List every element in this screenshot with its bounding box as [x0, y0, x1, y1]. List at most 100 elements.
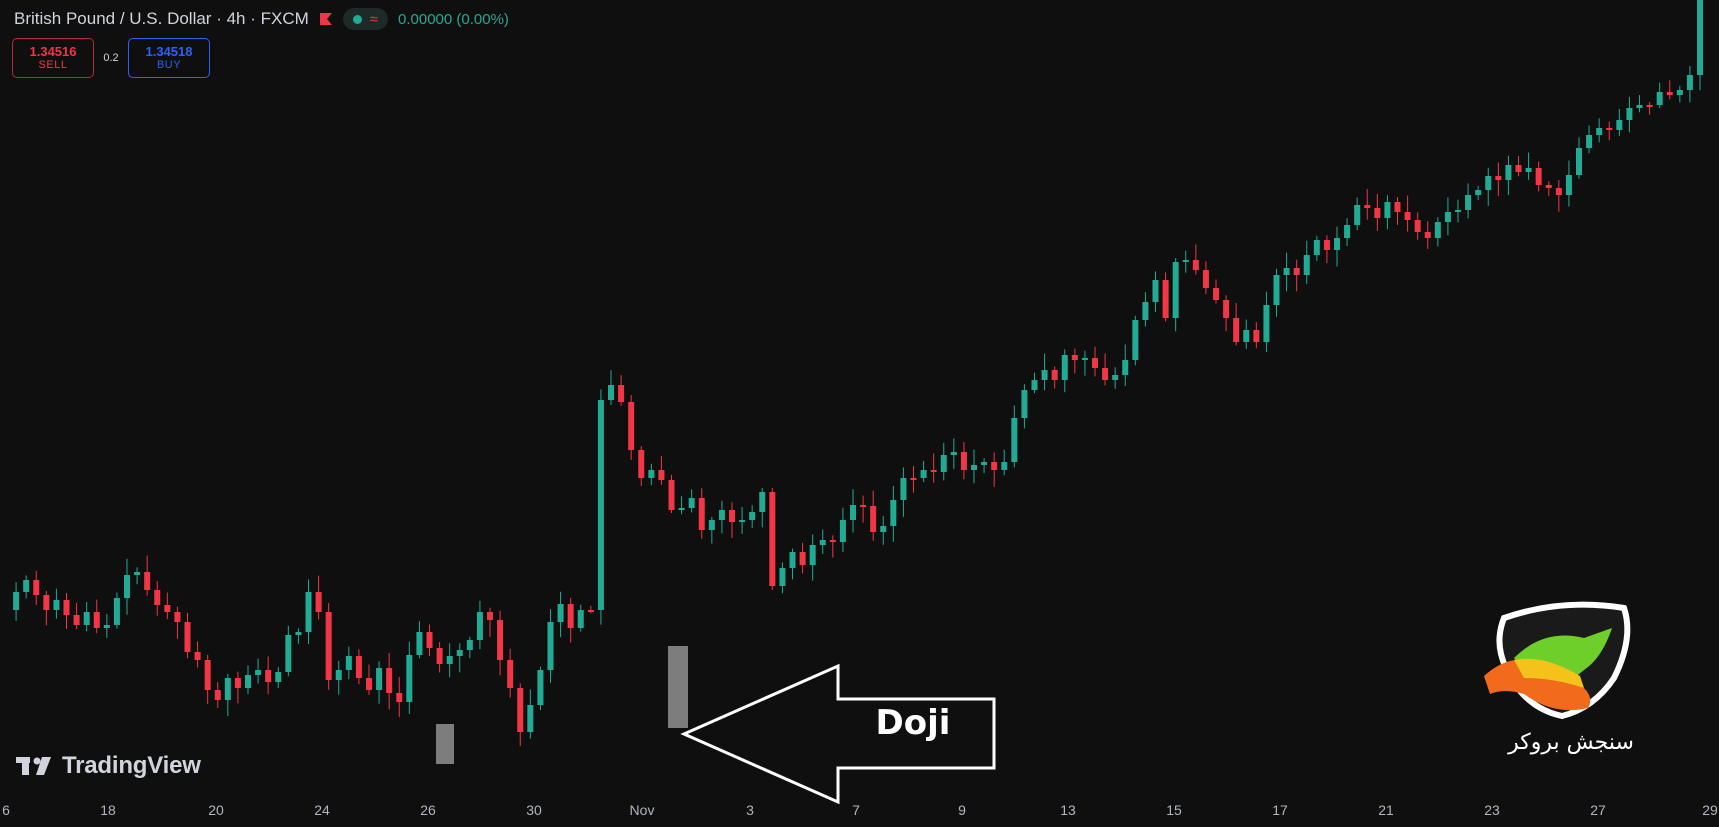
candle-body[interactable] — [456, 650, 463, 656]
candle-body[interactable] — [950, 452, 957, 455]
candle-body[interactable] — [466, 640, 473, 650]
candle-body[interactable] — [1394, 202, 1401, 212]
candle-body[interactable] — [1505, 165, 1512, 180]
market-status-pill[interactable]: ≈ — [342, 8, 388, 30]
candle-body[interactable] — [739, 520, 746, 522]
candle-body[interactable] — [1202, 270, 1209, 288]
candle-body[interactable] — [154, 590, 161, 605]
candle-body[interactable] — [1192, 260, 1199, 270]
candle-body[interactable] — [1162, 280, 1169, 318]
candle-body[interactable] — [1686, 75, 1693, 90]
candle-body[interactable] — [1545, 185, 1552, 188]
candle-body[interactable] — [1051, 370, 1058, 380]
candle-body[interactable] — [1102, 368, 1109, 380]
candle-body[interactable] — [245, 675, 251, 688]
candle-body[interactable] — [325, 612, 332, 680]
candle-body[interactable] — [971, 465, 977, 470]
candle-body[interactable] — [1112, 375, 1119, 380]
candle-body[interactable] — [1455, 210, 1461, 212]
candle-body[interactable] — [1465, 195, 1472, 210]
candle-body[interactable] — [1253, 330, 1260, 342]
candle-body[interactable] — [981, 462, 988, 465]
candle-body[interactable] — [1334, 238, 1340, 250]
candle-body[interactable] — [779, 568, 786, 586]
candle-body[interactable] — [960, 452, 967, 470]
candle-body[interactable] — [718, 510, 725, 520]
candle-body[interactable] — [729, 510, 735, 522]
candle-body[interactable] — [1182, 260, 1189, 262]
candle-body[interactable] — [1092, 358, 1098, 368]
candle-body[interactable] — [920, 470, 927, 478]
candle-body[interactable] — [900, 478, 907, 500]
candle-body[interactable] — [1021, 390, 1028, 418]
candle-body[interactable] — [1676, 90, 1683, 95]
candle-body[interactable] — [880, 526, 887, 532]
candle-body[interactable] — [991, 462, 998, 470]
candle-body[interactable] — [930, 470, 937, 472]
candle-body[interactable] — [366, 678, 372, 690]
candle-body[interactable] — [1636, 105, 1643, 108]
candle-body[interactable] — [809, 545, 816, 565]
candle-body[interactable] — [1424, 232, 1431, 238]
candle-body[interactable] — [124, 575, 130, 598]
candle-body[interactable] — [1283, 268, 1290, 275]
candle-body[interactable] — [1001, 462, 1008, 470]
candle-body[interactable] — [668, 480, 675, 510]
candle-body[interactable] — [537, 670, 544, 705]
candle-body[interactable] — [1213, 288, 1219, 300]
candle-body[interactable] — [839, 520, 846, 542]
candle-body[interactable] — [93, 612, 100, 628]
candle-body[interactable] — [527, 705, 534, 732]
candle-body[interactable] — [497, 620, 504, 660]
candle-body[interactable] — [1142, 302, 1149, 320]
candle-body[interactable] — [255, 670, 262, 675]
candle-body[interactable] — [1313, 240, 1320, 255]
candle-body[interactable] — [487, 612, 493, 620]
candle-body[interactable] — [1697, 0, 1703, 75]
candle-body[interactable] — [829, 540, 836, 542]
candle-body[interactable] — [1223, 300, 1230, 318]
candle-body[interactable] — [1555, 188, 1562, 195]
candle-body[interactable] — [1535, 168, 1542, 185]
candle-body[interactable] — [1031, 380, 1038, 390]
candle-body[interactable] — [164, 605, 171, 612]
candle-body[interactable] — [355, 656, 362, 678]
candle-body[interactable] — [53, 600, 60, 610]
candle-body[interactable] — [1152, 280, 1159, 302]
candle-body[interactable] — [1233, 318, 1240, 342]
candle-body[interactable] — [1273, 275, 1280, 305]
candle-body[interactable] — [658, 470, 665, 480]
candle-body[interactable] — [890, 500, 897, 526]
candle-body[interactable] — [507, 660, 514, 688]
candle-body[interactable] — [708, 520, 715, 530]
candle-body[interactable] — [1384, 202, 1391, 218]
candle-body[interactable] — [1525, 168, 1532, 172]
sell-button[interactable]: 1.34516 SELL — [12, 38, 94, 78]
candle-body[interactable] — [234, 678, 241, 688]
candle-body[interactable] — [174, 612, 181, 622]
candle-body[interactable] — [396, 693, 403, 702]
candle-body[interactable] — [134, 572, 141, 575]
candle-body[interactable] — [1323, 240, 1330, 250]
candle-body[interactable] — [144, 572, 151, 590]
candle-body[interactable] — [194, 652, 201, 660]
candle-body[interactable] — [1374, 208, 1381, 218]
candle-body[interactable] — [345, 656, 352, 670]
candle-body[interactable] — [1041, 370, 1048, 380]
candle-body[interactable] — [446, 656, 453, 664]
candle-body[interactable] — [63, 600, 70, 615]
candle-body[interactable] — [1606, 128, 1613, 130]
candle-body[interactable] — [819, 540, 826, 545]
candle-body[interactable] — [315, 592, 322, 612]
candle-body[interactable] — [860, 505, 867, 507]
candle-body[interactable] — [1122, 360, 1129, 375]
candle-body[interactable] — [305, 592, 312, 632]
candle-body[interactable] — [1404, 212, 1411, 220]
candle-body[interactable] — [386, 668, 393, 693]
candle-body[interactable] — [1616, 120, 1623, 130]
candle-body[interactable] — [1475, 190, 1482, 195]
candle-body[interactable] — [587, 610, 594, 612]
candle-body[interactable] — [597, 400, 604, 610]
candle-body[interactable] — [789, 552, 796, 568]
